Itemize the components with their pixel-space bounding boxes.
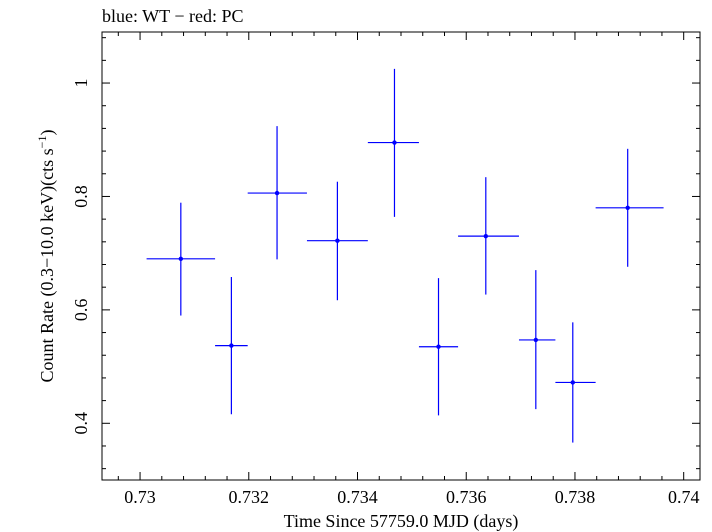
data-point — [418, 278, 459, 416]
plot-frame — [101, 31, 701, 481]
data-point — [215, 276, 248, 415]
y-axis: 0.4 0.6 0.8 1 — [71, 37, 700, 470]
x-tick-label: 0.736 — [446, 487, 487, 507]
data-point — [306, 181, 368, 301]
data-point — [518, 270, 556, 410]
point-marker — [436, 344, 441, 349]
x-axis-label: Time Since 57759.0 MJD (days) — [284, 511, 519, 532]
y-axis-label-superscript: −1 — [35, 136, 49, 149]
point-marker — [178, 256, 184, 262]
point-marker — [335, 238, 340, 243]
y-tick-label: 0.4 — [71, 412, 91, 435]
y-axis-label-close: ) — [37, 130, 58, 136]
chart-title: blue: WT − red: PC — [102, 6, 243, 26]
point-marker — [570, 380, 575, 385]
point-marker — [483, 233, 489, 239]
point-marker — [229, 343, 234, 348]
data-point — [146, 202, 216, 316]
x-tick-label: 0.734 — [337, 487, 378, 507]
x-tick-label: 0.732 — [229, 487, 270, 507]
point-marker — [533, 337, 539, 343]
data-point — [555, 322, 596, 443]
y-axis-label: Count Rate (0.3−10.0 keV)(cts s−1) — [35, 130, 58, 383]
x-tick-label: 0.73 — [124, 487, 156, 507]
data-series-wt — [146, 68, 664, 443]
x-tick-label: 0.738 — [555, 487, 596, 507]
point-marker — [274, 190, 280, 196]
data-point — [458, 177, 519, 295]
y-tick-label: 0.8 — [71, 185, 91, 208]
y-axis-label-main: Count Rate (0.3−10.0 keV)(cts s — [37, 148, 58, 382]
data-point — [247, 126, 307, 260]
x-tick-label: 0.74 — [668, 487, 700, 507]
point-marker — [392, 140, 397, 145]
data-point — [367, 68, 419, 217]
y-tick-label: 1 — [71, 79, 91, 88]
y-tick-label: 0.6 — [71, 299, 91, 322]
x-axis: 0.73 0.732 0.734 0.736 0.738 0.74 — [117, 32, 700, 507]
data-point — [595, 148, 664, 267]
point-marker — [625, 205, 630, 210]
